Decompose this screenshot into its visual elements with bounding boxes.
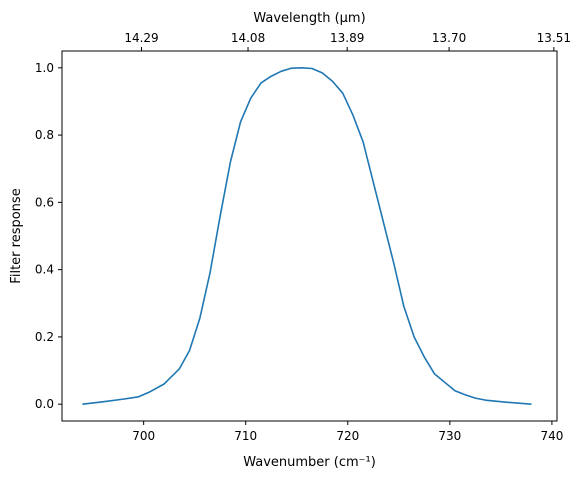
axes-frame: [61, 50, 558, 422]
y-tick-label: 1.0: [35, 61, 54, 75]
y-tick-label: 0.2: [35, 330, 54, 344]
top-x-tick-label: 13.51: [537, 31, 571, 45]
top-x-tick-label: 14.08: [231, 31, 265, 45]
top-x-tick-label: 13.89: [330, 31, 364, 45]
y-tick-label: 0.0: [35, 397, 54, 411]
x-tick-label: 720: [336, 429, 359, 443]
x-axis-label: Wavenumber (cm⁻¹): [243, 455, 376, 470]
x-tick-label: 710: [234, 429, 257, 443]
y-axis-label: Filter response: [9, 188, 24, 283]
top-x-axis-label: Wavelength (μm): [253, 11, 365, 26]
x-tick-label: 730: [438, 429, 461, 443]
y-tick-label: 0.8: [35, 128, 54, 142]
top-x-tick-label: 13.70: [432, 31, 466, 45]
y-tick-label: 0.6: [35, 195, 54, 209]
top-x-tick-label: 14.29: [124, 31, 158, 45]
x-tick-label: 740: [540, 429, 563, 443]
x-tick-label: 700: [132, 429, 155, 443]
series-line-0: [82, 67, 532, 405]
y-tick-label: 0.4: [35, 263, 54, 277]
